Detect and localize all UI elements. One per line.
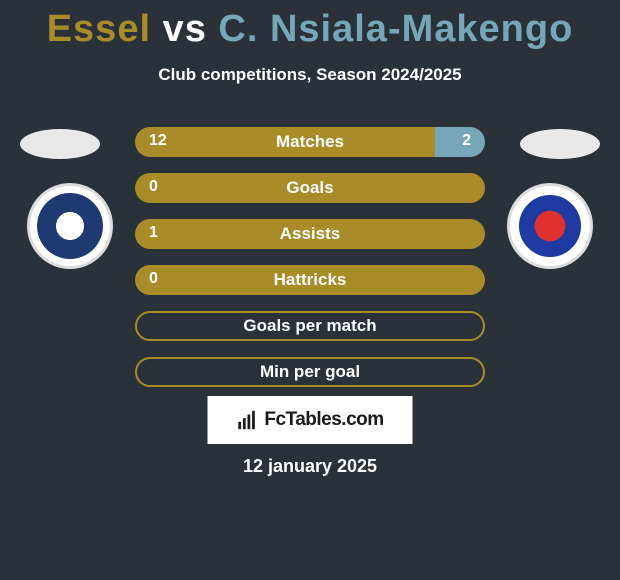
player-right-avatar-placeholder [520,129,600,159]
player-right-name: C. Nsiala-Makengo [218,8,573,50]
stat-bars: 122Matches 0Goals 1Assists 0Hattricks Goals … [135,127,485,403]
branding-text: FcTables.com [264,409,383,431]
stat-label: Hattricks [135,270,485,290]
stat-label: Goals [135,178,485,198]
stat-row-hattricks: 0Hattricks [135,265,485,295]
stat-label: Assists [135,224,485,244]
stat-row-min-per-goal: Min per goal [135,357,485,387]
club-crest-left [37,193,103,259]
fctables-logo-icon [236,409,258,431]
branding-box: FcTables.com [208,396,413,444]
main-area: 122Matches 0Goals 1Assists 0Hattricks Goals … [0,113,620,403]
title: Essel vs C. Nsiala-Makengo [0,0,620,51]
stat-row-matches: 122Matches [135,127,485,157]
comparison-card: Essel vs C. Nsiala-Makengo Club competit… [0,0,620,580]
stat-row-assists: 1Assists [135,219,485,249]
subtitle: Club competitions, Season 2024/2025 [0,65,620,85]
title-vs: vs [163,8,207,50]
stat-label: Matches [135,132,485,152]
stat-row-goals-per-match: Goals per match [135,311,485,341]
stat-label: Min per goal [137,362,483,382]
club-badge-right [507,183,593,269]
club-crest-right [517,193,583,259]
stat-label: Goals per match [137,316,483,336]
club-badge-left [27,183,113,269]
stat-row-goals: 0Goals [135,173,485,203]
date-text: 12 january 2025 [0,456,620,477]
player-left-avatar-placeholder [20,129,100,159]
player-left-name: Essel [47,8,151,50]
